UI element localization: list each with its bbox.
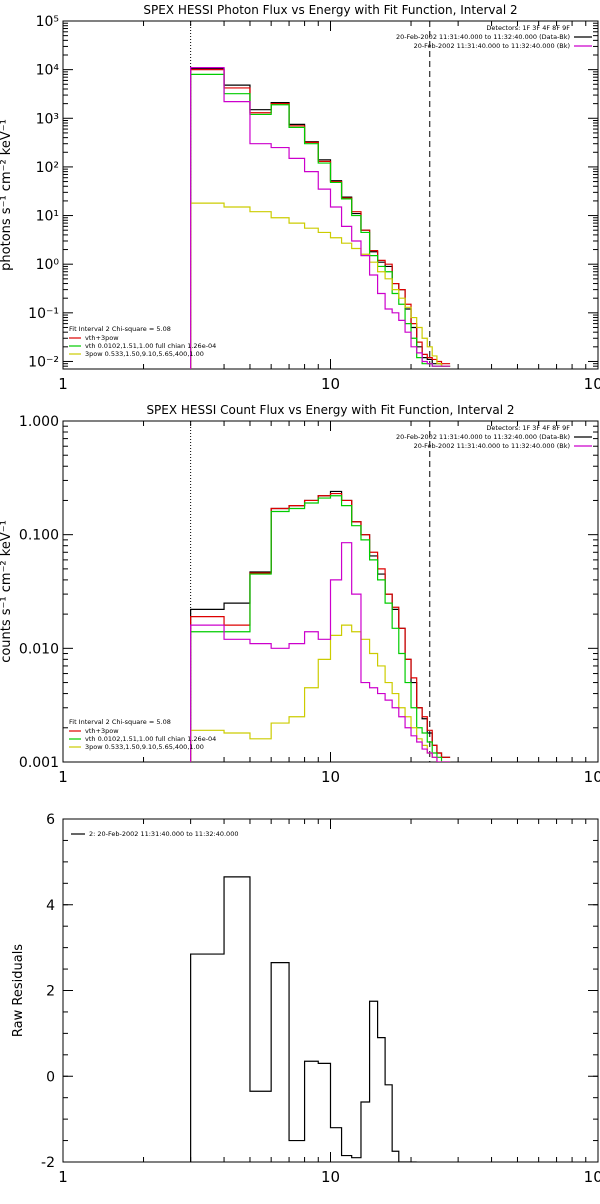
chart-panel-3: 1 10 100 -2 0 2 4 6 Raw Residuals 2: 20-Feb-2002 …	[11, 812, 600, 1186]
y-tick-label: 1.000	[19, 414, 59, 430]
x-tick-label: 1	[58, 1168, 68, 1186]
info-line: 20-Feb-2002 11:31:40.000 to 11:32:40.000…	[396, 433, 570, 441]
series-group	[190, 67, 451, 369]
y-tick-label: -2	[41, 1155, 55, 1171]
x-tick-label: 1	[58, 375, 68, 393]
chart-title: SPEX HESSI Count Flux vs Energy with Fit…	[146, 403, 514, 417]
y-axis-label: photons s⁻¹ cm⁻² keV⁻¹	[0, 119, 14, 271]
series-line-vth-3pow	[190, 69, 451, 369]
x-tick-label: 100	[584, 768, 600, 786]
series-group	[190, 490, 451, 762]
y-tick-label: 0.001	[19, 755, 59, 771]
y-tick-label: 10²	[36, 160, 59, 176]
series-line-data-bk	[190, 68, 451, 369]
y-tick-label: 10⁵	[36, 14, 59, 30]
series-line-vth	[190, 73, 451, 369]
y-tick-label: 0.010	[19, 641, 59, 657]
y-tick-label: 0	[46, 1069, 55, 1085]
fit-legend-entry: vth+3pow	[85, 334, 119, 342]
x-tick-label: 1	[58, 768, 68, 786]
y-tick-label: 4	[46, 898, 55, 914]
series-group	[190, 876, 417, 1162]
fit-legend-title: Fit Interval 2 Chi-square = 5.08	[69, 718, 171, 726]
info-line: 20-Feb-2002 11:31:40.000 to 11:32:40.000…	[414, 442, 570, 450]
x-tick-label: 10	[321, 1168, 340, 1186]
info-line: 20-Feb-2002 11:31:40.000 to 11:32:40.000…	[396, 33, 570, 41]
series-line-residuals	[190, 876, 417, 1162]
series-line-bk	[190, 67, 451, 369]
x-tick-label: 10	[321, 768, 340, 786]
series-line-3pow	[190, 202, 451, 369]
info-line: 20-Feb-2002 11:31:40.000 to 11:32:40.000…	[414, 42, 570, 50]
x-tick-label: 100	[584, 1168, 600, 1186]
info-line: Detectors: 1F 3F 4F 8F 9F	[486, 424, 570, 432]
y-tick-label: 0.100	[19, 528, 59, 544]
fit-legend-title: Fit Interval 2 Chi-square = 5.08	[69, 325, 171, 333]
residual-legend-label: 2: 20-Feb-2002 11:31:40.000 to 11:32:40.…	[89, 830, 238, 838]
chart-title: SPEX HESSI Photon Flux vs Energy with Fi…	[143, 3, 517, 17]
fit-legend-entry: 3pow 0.533,1.50,9.10,5.65,400,1.00	[85, 743, 204, 751]
y-tick-label: 10⁰	[36, 257, 60, 273]
series-line-bk	[190, 542, 451, 762]
y-tick-label: 10⁻²	[28, 354, 59, 370]
fit-legend-entry: 3pow 0.533,1.50,9.10,5.65,400,1.00	[85, 350, 204, 358]
chart-panel-1: SPEX HESSI Photon Flux vs Energy with Fi…	[0, 3, 600, 393]
fit-legend-entry: vth 0.0102,1.51,1.00 full chian 1.26e-04	[85, 342, 216, 350]
info-line: Detectors: 1F 3F 4F 8F 9F	[486, 24, 570, 32]
fit-legend-entry: vth 0.0102,1.51,1.00 full chian 1.26e-04	[85, 735, 216, 743]
y-tick-label: 10⁻¹	[28, 306, 59, 322]
series-line-3pow	[190, 624, 451, 762]
chart-panel-2: SPEX HESSI Count Flux vs Energy with Fit…	[0, 403, 600, 786]
fit-legend-entry: vth+3pow	[85, 727, 119, 735]
y-tick-label: 6	[46, 812, 55, 828]
y-tick-label: 2	[46, 984, 55, 1000]
y-axis-label: Raw Residuals	[11, 944, 26, 1037]
y-axis-label: counts s⁻¹ cm⁻² keV⁻¹	[0, 520, 14, 663]
y-tick-label: 10³	[36, 111, 59, 127]
x-tick-label: 100	[584, 375, 600, 393]
y-tick-label: 10⁴	[36, 63, 60, 79]
x-tick-label: 10	[321, 375, 340, 393]
series-line-vth	[190, 495, 451, 762]
y-tick-label: 10¹	[36, 209, 59, 225]
